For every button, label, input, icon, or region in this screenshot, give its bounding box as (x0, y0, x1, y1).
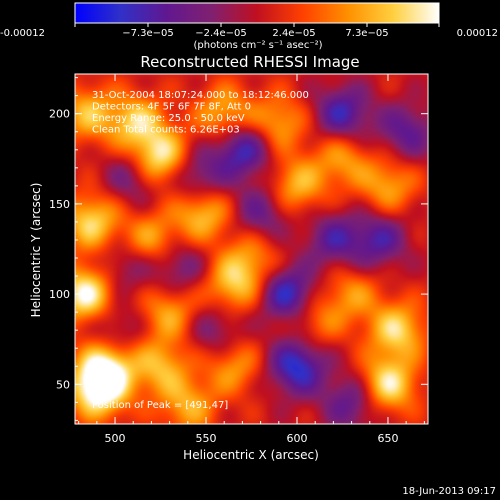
x-tick-label: 500 (105, 432, 126, 445)
plot-frame (74, 73, 429, 425)
colorbar-unit-label: (photons cm⁻² s⁻¹ asec⁻²) (193, 40, 322, 51)
heatmap-image (75, 74, 428, 424)
colorbar-tick-label: -0.00012 (0, 28, 45, 39)
colorbar: -0.00012 −7.3e−05 −2.4e−05 2.4e−05 7.3e−05 0.… (0, 2, 498, 51)
info-line: Energy Range: 25.0 - 50.0 keV (92, 113, 245, 124)
x-tick-label: 550 (196, 432, 217, 445)
y-tick-label: 200 (49, 108, 70, 121)
colorbar-tick-label: −7.3e−05 (122, 28, 174, 39)
footer-timestamp: 18-Jun-2013 09:17 (402, 486, 496, 497)
colorbar-gradient (75, 3, 439, 23)
info-line: 31-Oct-2004 18:07:24.000 to 18:12:46.000 (92, 90, 309, 101)
colorbar-tick-label: 0.00012 (457, 28, 498, 39)
heatmap (75, 74, 428, 424)
x-tick-label: 650 (377, 432, 398, 445)
info-line: Clean Total counts: 6.26E+03 (92, 125, 240, 136)
colorbar-tick-label: −2.4e−05 (195, 28, 247, 39)
plot-title: Reconstructed RHESSI Image (140, 53, 359, 71)
x-tick-label: 600 (286, 432, 307, 445)
colorbar-tick-labels: -0.00012 −7.3e−05 −2.4e−05 2.4e−05 7.3e−05 0.… (0, 28, 498, 39)
colorbar-frame (74, 2, 440, 24)
y-axis-ticks: 50 100 150 200 (49, 77, 428, 421)
colorbar-tick-label: 7.3e−05 (345, 28, 388, 39)
colorbar-ticks (74, 23, 440, 27)
y-tick-label: 150 (49, 198, 70, 211)
y-tick-label: 100 (49, 288, 70, 301)
info-line: Detectors: 4F 5F 6F 7F 8F, Att 0 (92, 102, 251, 113)
peak-position-label: Position of Peak = [491,47] (92, 400, 228, 411)
y-tick-label: 50 (56, 378, 70, 391)
y-axis-title: Heliocentric Y (arcsec) (29, 183, 43, 318)
info-text: 31-Oct-2004 18:07:24.000 to 18:12:46.000… (92, 90, 309, 136)
colorbar-tick-label: 2.4e−05 (272, 28, 315, 39)
x-axis-ticks: 500 550 600 650 (78, 74, 425, 445)
x-axis-title: Heliocentric X (arcsec) (183, 448, 319, 462)
